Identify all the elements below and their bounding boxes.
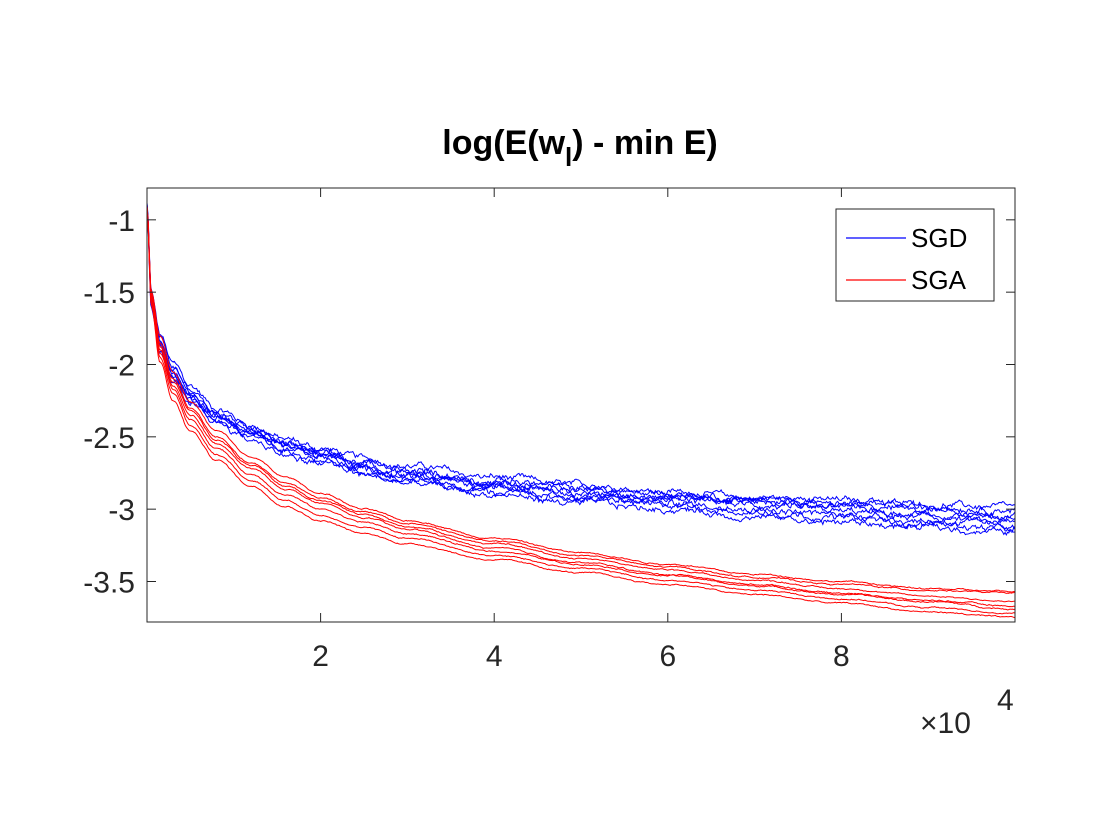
x-tick-label-2: 4 (486, 640, 503, 673)
x-exponent-label: ×10 4 (920, 684, 1014, 740)
series-layer (147, 202, 1015, 619)
series-line-sga-run-5 (147, 209, 1015, 619)
x-tick-label-4: 8 (833, 640, 850, 673)
x-tick-label-3: 6 (659, 640, 676, 673)
legend-label-sga: SGA (911, 265, 967, 295)
series-line-sga-run-4 (147, 205, 1015, 603)
chart-title: log(E(wl) - min E) (442, 124, 717, 172)
y-tick-label-3: -2 (108, 349, 135, 382)
tick-layer: 2 4 6 8 -1 -1.5 -2 -2.5 -3 -3.5 (83, 188, 1015, 673)
y-tick-label-1: -1 (108, 205, 135, 238)
x-tick-label-1: 2 (312, 640, 329, 673)
series-line-sgd-run-2 (147, 204, 1015, 526)
legend-label-sgd: SGD (911, 223, 967, 253)
series-line-sga-run-1 (147, 205, 1015, 594)
y-tick-label-5: -3 (108, 494, 135, 527)
legend-box (835, 208, 995, 302)
y-tick-label-2: -1.5 (83, 277, 135, 310)
chart-title-subscript: l (565, 142, 572, 172)
x-exponent-multiplier: ×10 (920, 707, 971, 740)
series-line-sga-run-6 (147, 206, 1015, 611)
series-line-sgd-run-7 (147, 203, 1015, 522)
y-tick-label-4: -2.5 (83, 422, 135, 455)
series-line-sga-run-3 (147, 206, 1015, 615)
axes-box (146, 187, 1016, 623)
x-exponent-power: 4 (997, 684, 1014, 717)
series-line-sgd-run-4 (147, 207, 1015, 517)
y-tick-label-6: -3.5 (83, 566, 135, 599)
series-line-sga-run-7 (147, 208, 1015, 593)
series-line-sgd-run-6 (147, 208, 1015, 537)
series-line-sgd-run-8 (147, 205, 1015, 522)
series-line-sgd-run-1 (147, 202, 1015, 512)
plot-area: 2 4 6 8 -1 -1.5 -2 -2.5 -3 -3.5 (83, 187, 1016, 673)
series-line-sga-run-2 (147, 208, 1015, 608)
chart-title-prefix: log(E(w (442, 124, 565, 162)
chart-title-suffix: ) - min E) (572, 124, 717, 162)
legend: SGD SGA (835, 208, 995, 302)
